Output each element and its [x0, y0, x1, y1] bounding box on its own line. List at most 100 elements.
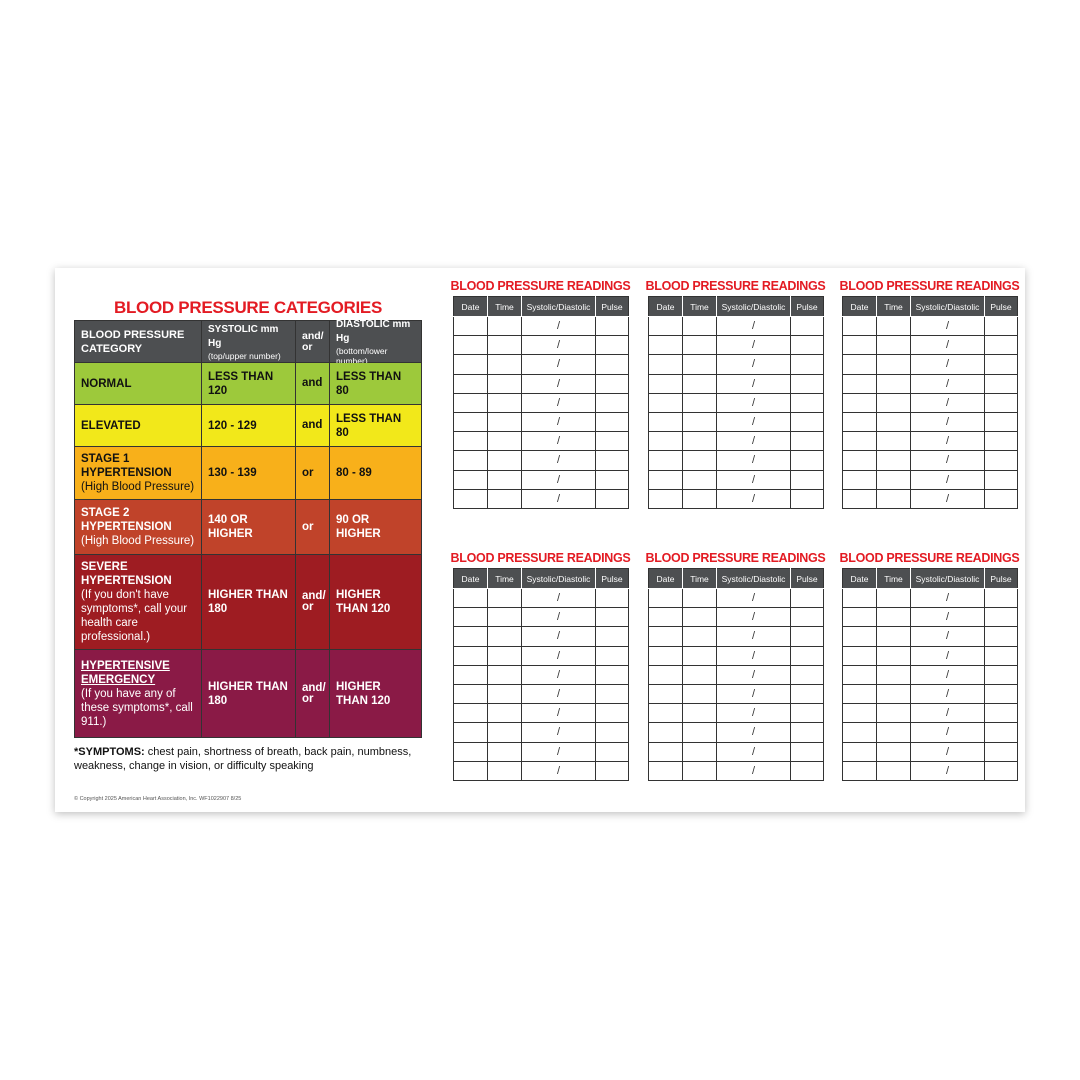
date-cell	[648, 607, 683, 628]
reading-log: Date Time Systolic/Diastolic Pulse / / / / / / / / /…	[648, 296, 824, 509]
pulse-cell	[984, 392, 1018, 413]
pressure-cell: /	[910, 315, 985, 337]
reading-row: /	[842, 703, 1018, 724]
pulse-cell	[984, 703, 1018, 724]
column-header: Systolic/Diastolic	[910, 568, 985, 589]
time-cell	[487, 315, 522, 337]
time-cell	[876, 760, 911, 781]
date-cell	[842, 587, 877, 609]
reading-row: /	[842, 450, 1018, 471]
time-cell	[487, 703, 522, 724]
pulse-cell	[790, 411, 824, 433]
time-cell	[876, 354, 911, 375]
pulse-cell	[595, 683, 629, 705]
time-cell	[876, 335, 911, 356]
reading-row: /	[453, 645, 629, 666]
diastolic-cell: HIGHER THAN 120	[330, 650, 422, 738]
time-cell	[876, 450, 911, 471]
time-cell	[876, 587, 911, 609]
pressure-cell: /	[910, 683, 985, 705]
conjunction-text: or	[302, 520, 314, 533]
pulse-cell	[790, 587, 824, 609]
category-cell: STAGE 1 HYPERTENSION (High Blood Pressure…	[74, 447, 202, 500]
pressure-cell: /	[910, 335, 985, 356]
diastolic-value: HIGHER THAN 120	[336, 680, 391, 707]
reading-row: /	[648, 703, 824, 724]
time-cell	[682, 469, 717, 490]
date-cell	[453, 741, 488, 762]
reading-row: /	[453, 373, 629, 394]
pulse-cell	[984, 607, 1018, 628]
pressure-cell: /	[716, 392, 791, 413]
pulse-cell	[595, 411, 629, 433]
time-cell	[682, 741, 717, 762]
log-title: BLOOD PRESSURE READINGS	[645, 551, 826, 565]
date-cell	[842, 469, 877, 490]
pressure-cell: /	[716, 645, 791, 666]
reading-row: /	[842, 335, 1018, 356]
date-cell	[842, 392, 877, 413]
pressure-cell: /	[910, 645, 985, 666]
reading-row: /	[453, 354, 629, 375]
date-cell	[842, 335, 877, 356]
pulse-cell	[790, 626, 824, 647]
header-text: DIASTOLIC mm Hg	[336, 318, 411, 344]
diastolic-value: LESS THAN 80	[336, 412, 402, 439]
reading-row: /	[648, 315, 824, 337]
category-name: STAGE 1 HYPERTENSION	[81, 453, 172, 479]
log-title: BLOOD PRESSURE READINGS	[839, 551, 1020, 565]
pressure-cell: /	[910, 703, 985, 724]
reading-row: /	[648, 626, 824, 647]
diastolic-cell: LESS THAN 80	[330, 405, 422, 447]
copyright: © Copyright 2025 American Heart Associat…	[74, 796, 242, 802]
date-cell	[842, 626, 877, 647]
date-cell	[648, 450, 683, 471]
reading-row: /	[453, 392, 629, 413]
conjunction-text: and/ or	[302, 590, 326, 613]
reading-row: /	[648, 664, 824, 685]
pressure-cell: /	[521, 373, 596, 394]
reading-row: /	[842, 760, 1018, 781]
reading-row: /	[648, 392, 824, 413]
date-cell	[453, 645, 488, 666]
categories-title: BLOOD PRESSURE CATEGORIES	[114, 298, 382, 317]
pulse-cell	[595, 607, 629, 628]
systolic-cell: LESS THAN 120	[202, 363, 296, 405]
reading-row: /	[453, 741, 629, 762]
header-text: BLOOD PRESSURE CATEGORY	[81, 328, 185, 355]
reading-row: /	[842, 373, 1018, 394]
category-cell: ELEVATED	[74, 405, 202, 447]
reading-row: /	[648, 469, 824, 490]
conjunction-text: and	[302, 377, 323, 389]
pressure-cell: /	[521, 488, 596, 509]
time-cell	[876, 645, 911, 666]
reading-row: /	[453, 488, 629, 509]
column-header: Time	[876, 296, 911, 317]
header-diastolic: DIASTOLIC mm Hg (bottom/lower number)	[330, 318, 422, 366]
time-cell	[876, 315, 911, 337]
diastolic-cell: 80 - 89	[330, 447, 422, 500]
time-cell	[876, 626, 911, 647]
pulse-cell	[984, 373, 1018, 394]
pulse-cell	[984, 664, 1018, 685]
date-cell	[453, 587, 488, 609]
pulse-cell	[984, 431, 1018, 452]
category-cell: NORMAL	[74, 363, 202, 405]
pressure-cell: /	[716, 469, 791, 490]
time-cell	[682, 683, 717, 705]
pulse-cell	[595, 354, 629, 375]
pressure-cell: /	[521, 645, 596, 666]
pulse-cell	[595, 587, 629, 609]
pulse-cell	[595, 315, 629, 337]
pressure-cell: /	[910, 411, 985, 433]
header-row: Date Time Systolic/Diastolic Pulse	[453, 296, 629, 317]
time-cell	[682, 488, 717, 509]
reading-row: /	[648, 741, 824, 762]
pressure-cell: /	[910, 392, 985, 413]
pressure-cell: /	[910, 587, 985, 609]
reading-row: /	[453, 703, 629, 724]
pulse-cell	[790, 722, 824, 743]
time-cell	[487, 411, 522, 433]
reading-row: /	[648, 722, 824, 743]
